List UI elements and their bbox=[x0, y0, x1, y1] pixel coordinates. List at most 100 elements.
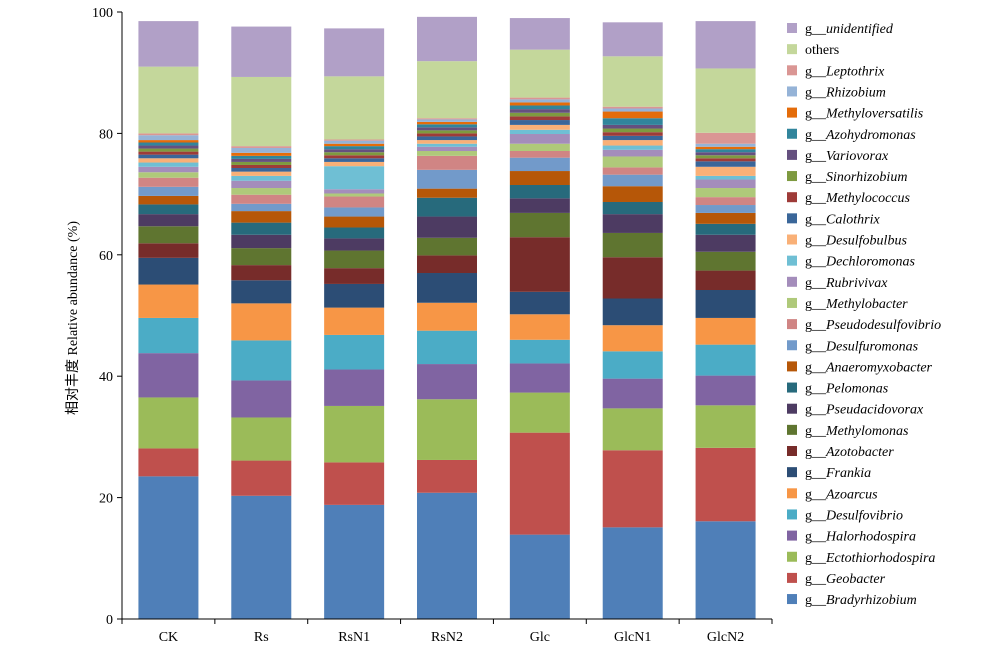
y-axis-title: 相对丰度 Relative abundance (%) bbox=[65, 221, 81, 415]
legend-swatch bbox=[787, 297, 797, 308]
bar-segment-glcn2-8 bbox=[695, 251, 756, 271]
bar-segment-glcn2-16 bbox=[695, 175, 756, 180]
bar-segment-rsn1-6 bbox=[324, 283, 385, 308]
legend-swatch bbox=[787, 594, 797, 605]
legend-label: g__Bradyrhizobium bbox=[805, 593, 917, 608]
bar-segment-glcn2-27 bbox=[695, 21, 756, 69]
bar-segment-glc-12 bbox=[509, 157, 570, 172]
bar-segment-glc-0 bbox=[509, 534, 570, 619]
bar-segment-rsn1-16 bbox=[324, 166, 385, 190]
legend-label: g__Rubrivivax bbox=[805, 276, 888, 291]
legend-swatch bbox=[787, 572, 797, 583]
legend-swatch bbox=[787, 403, 797, 414]
bar-segment-rsn2-2 bbox=[417, 399, 477, 460]
bar-segment-glcn1-15 bbox=[602, 149, 663, 157]
legend-label: g__Variovorax bbox=[805, 149, 889, 164]
bar-segment-rsn2-14 bbox=[417, 151, 477, 156]
bar-segment-glcn1-13 bbox=[602, 167, 663, 175]
bar-segment-ck-27 bbox=[138, 21, 199, 67]
bar-segment-glcn2-4 bbox=[695, 344, 756, 376]
bar-segment-rsn1-25 bbox=[324, 139, 385, 141]
y-tick-label: 40 bbox=[99, 370, 113, 385]
bar-segment-glcn2-20 bbox=[695, 155, 756, 159]
y-tick-label: 0 bbox=[106, 613, 113, 628]
bar-segment-glcn2-7 bbox=[695, 270, 756, 291]
x-tick-label: Glc bbox=[530, 630, 550, 645]
bar-segment-rs-6 bbox=[231, 280, 292, 304]
legend-swatch bbox=[787, 340, 797, 351]
y-tick-label: 80 bbox=[99, 127, 113, 142]
bar-segment-rsn2-5 bbox=[417, 302, 477, 331]
bar-segment-glcn1-11 bbox=[602, 186, 663, 202]
legend-swatch bbox=[787, 149, 797, 160]
bar-segment-glcn2-22 bbox=[695, 149, 756, 153]
bar-segment-rsn2-12 bbox=[417, 169, 477, 189]
bar-segment-glcn2-11 bbox=[695, 212, 756, 224]
bar-segment-rs-1 bbox=[231, 460, 292, 496]
bar-segment-rsn1-13 bbox=[324, 196, 385, 208]
y-tick-label: 60 bbox=[99, 249, 113, 264]
x-tick-label: GlcN2 bbox=[707, 630, 744, 645]
legend-swatch bbox=[787, 234, 797, 245]
bar-segment-rs-21 bbox=[231, 158, 292, 162]
bar-segment-rs-19 bbox=[231, 164, 292, 168]
bar-segment-rs-17 bbox=[231, 171, 292, 176]
bar-segment-ck-13 bbox=[138, 177, 199, 187]
legend-swatch bbox=[787, 128, 797, 139]
legend-swatch bbox=[787, 23, 797, 33]
bar-segment-glcn1-9 bbox=[602, 214, 663, 233]
bar-segment-ck-2 bbox=[138, 397, 199, 449]
bar-segment-glc-21 bbox=[509, 109, 570, 113]
bar-segment-rsn1-17 bbox=[324, 161, 385, 167]
legend-label: g__Frankia bbox=[805, 466, 871, 481]
bar-segment-ck-16 bbox=[138, 162, 199, 167]
bar-segment-rsn1-19 bbox=[324, 155, 385, 159]
bar-segment-glc-22 bbox=[509, 105, 570, 110]
bar-segment-glcn1-25 bbox=[602, 106, 663, 109]
bar-segment-ck-4 bbox=[138, 317, 199, 354]
bar-segment-ck-3 bbox=[138, 353, 199, 398]
bar-segment-rsn1-12 bbox=[324, 207, 385, 217]
bar-segment-rs-10 bbox=[231, 222, 292, 235]
bar-segment-rsn1-0 bbox=[324, 504, 385, 619]
bar-segment-rsn1-11 bbox=[324, 216, 385, 228]
x-tick-label: RsN1 bbox=[338, 630, 370, 645]
x-tick-label: RsN2 bbox=[431, 630, 463, 645]
bar-segment-ck-8 bbox=[138, 226, 199, 244]
bar-segment-glc-17 bbox=[509, 124, 570, 130]
bar-segment-rsn1-26 bbox=[324, 76, 385, 140]
bar-segment-rsn2-15 bbox=[417, 146, 477, 152]
bar-segment-rsn1-1 bbox=[324, 462, 385, 505]
bar-segment-ck-19 bbox=[138, 151, 199, 155]
legend-swatch bbox=[787, 530, 797, 541]
bar-segment-glcn2-25 bbox=[695, 132, 756, 144]
bar-segment-glcn2-0 bbox=[695, 521, 756, 619]
legend-label: g__Leptothrix bbox=[805, 64, 885, 79]
bar-segment-glc-10 bbox=[509, 184, 570, 199]
bar-segment-glcn2-3 bbox=[695, 375, 756, 406]
bar-segment-ck-9 bbox=[138, 214, 199, 227]
bar-segment-rsn2-19 bbox=[417, 133, 477, 137]
legend-label: g__Geobacter bbox=[805, 572, 886, 587]
bar-segment-ck-10 bbox=[138, 204, 199, 215]
bar-segment-glcn2-12 bbox=[695, 205, 756, 213]
bar-segment-rsn2-10 bbox=[417, 197, 477, 217]
legend-label: g__Pseudodesulfovibrio bbox=[805, 318, 941, 333]
bar-segment-rs-15 bbox=[231, 180, 292, 189]
legend-swatch bbox=[787, 44, 797, 55]
bar-segment-rsn2-22 bbox=[417, 124, 477, 128]
bar-segment-glcn1-10 bbox=[602, 201, 663, 215]
bar-segment-glc-5 bbox=[509, 314, 570, 340]
bar-segment-rs-12 bbox=[231, 203, 292, 212]
bar-segment-glc-6 bbox=[509, 291, 570, 315]
bar-segment-glc-7 bbox=[509, 237, 570, 292]
bar-segment-glcn1-17 bbox=[602, 140, 663, 146]
y-tick-label: 100 bbox=[92, 6, 113, 21]
bar-segment-glcn1-7 bbox=[602, 257, 663, 299]
bar-segment-rsn2-26 bbox=[417, 61, 477, 119]
bar-segment-glc-18 bbox=[509, 120, 570, 125]
bar-segment-glcn2-2 bbox=[695, 405, 756, 448]
bar-segment-glcn1-2 bbox=[602, 408, 663, 451]
bar-segment-glc-1 bbox=[509, 432, 570, 535]
bars-layer bbox=[138, 16, 756, 619]
